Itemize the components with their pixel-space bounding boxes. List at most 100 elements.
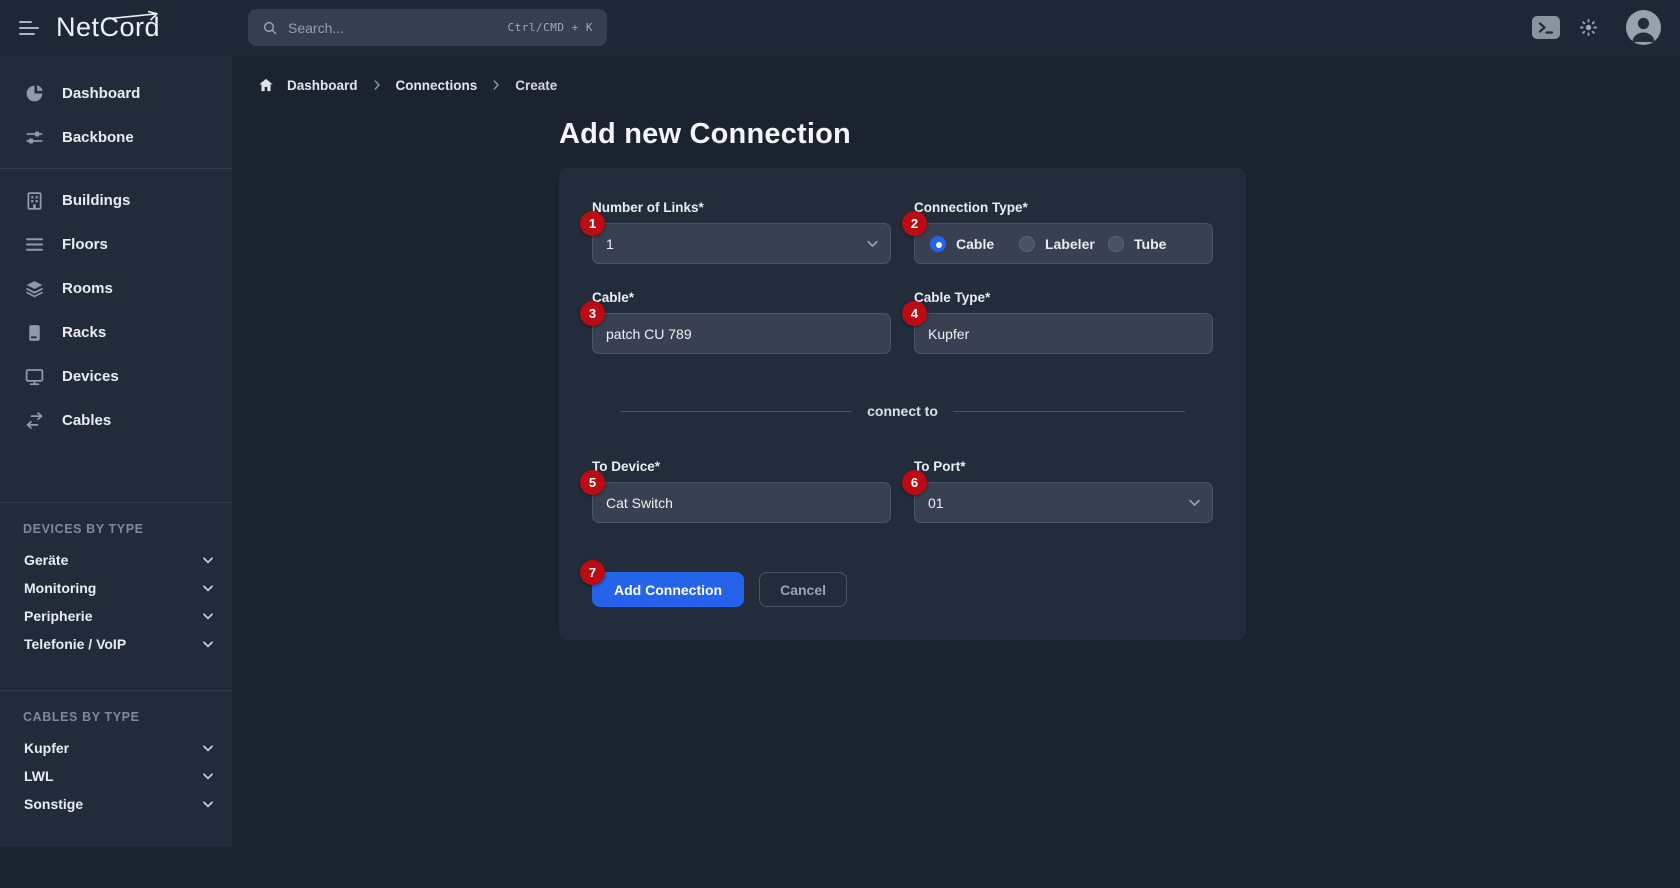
- sidebar-item-label: Geräte: [24, 552, 69, 568]
- sidebar-section-devices-by-type: DEVICES BY TYPE: [23, 522, 144, 536]
- search-icon: [263, 21, 277, 34]
- chevron-down-icon: [203, 557, 213, 564]
- rack-icon: [23, 321, 45, 343]
- sidebar-item-cables[interactable]: Cables: [0, 398, 232, 442]
- form-actions: 7 Add Connection Cancel: [580, 560, 1213, 607]
- number-of-links-select[interactable]: 1: [592, 223, 891, 264]
- step-badge-1: 1: [580, 211, 605, 236]
- sidebar-item-label: Rooms: [62, 279, 113, 297]
- sidebar-item-sonstige[interactable]: Sonstige: [0, 790, 232, 818]
- radio-label: Labeler: [1045, 235, 1095, 252]
- sidebar-item-peripherie[interactable]: Peripherie: [0, 602, 232, 630]
- radio-labeler[interactable]: Labeler: [1019, 235, 1108, 252]
- chevron-down-icon: [203, 585, 213, 592]
- to-device-input[interactable]: [592, 482, 891, 523]
- chevron-down-icon: [203, 641, 213, 648]
- sidebar-item-racks[interactable]: Racks: [0, 310, 232, 354]
- monitor-icon: [23, 365, 45, 387]
- sidebar-item-geraete[interactable]: Geräte: [0, 546, 232, 574]
- sidebar-item-dashboard[interactable]: Dashboard: [0, 71, 232, 115]
- field-to-port: To Port* 6 01: [902, 459, 1213, 523]
- sidebar-item-telefonie-voip[interactable]: Telefonie / VoIP: [0, 630, 232, 658]
- sidebar-item-monitoring[interactable]: Monitoring: [0, 574, 232, 602]
- sliders-icon: [23, 126, 45, 148]
- main-content: Dashboard Connections Create Add new Con…: [232, 55, 1680, 888]
- chevron-right-icon: [374, 80, 380, 90]
- sidebar-divider: [0, 168, 232, 169]
- floors-icon: [23, 233, 45, 255]
- radio-cable[interactable]: Cable: [930, 235, 1019, 252]
- add-connection-card: Number of Links* 1 1 Connection Type* 2: [559, 168, 1246, 640]
- radio-label: Cable: [956, 235, 995, 252]
- field-to-device: To Device* 5: [580, 459, 891, 523]
- sidebar-item-label: Sonstige: [24, 796, 84, 812]
- breadcrumb: Dashboard Connections Create: [232, 55, 1680, 93]
- add-connection-button[interactable]: Add Connection: [592, 572, 745, 607]
- sidebar-item-label: LWL: [24, 768, 54, 784]
- step-badge-6: 6: [902, 470, 927, 495]
- cables-icon: [23, 409, 45, 431]
- field-label: Cable*: [592, 290, 635, 305]
- step-badge-7: 7: [580, 560, 605, 585]
- terminal-icon[interactable]: [1532, 16, 1560, 39]
- select-value: 1: [606, 235, 614, 252]
- sidebar-item-backbone[interactable]: Backbone: [0, 115, 232, 159]
- field-label: Connection Type*: [914, 200, 1028, 215]
- chevron-down-icon: [203, 745, 213, 752]
- sidebar-item-devices[interactable]: Devices: [0, 354, 232, 398]
- sidebar-item-rooms[interactable]: Rooms: [0, 266, 232, 310]
- radio-tube[interactable]: Tube: [1108, 235, 1197, 252]
- sidebar-item-label: Monitoring: [24, 580, 97, 596]
- field-label: To Port*: [914, 459, 966, 474]
- sidebar-item-label: Buildings: [62, 191, 131, 209]
- home-icon[interactable]: [258, 77, 274, 93]
- radio-dot: [1108, 235, 1124, 252]
- sidebar-item-buildings[interactable]: Buildings: [0, 178, 232, 222]
- breadcrumb-item-connections[interactable]: Connections: [395, 77, 478, 93]
- user-avatar[interactable]: [1626, 10, 1661, 45]
- radio-dot: [1019, 235, 1035, 252]
- sidebar-item-floors[interactable]: Floors: [0, 222, 232, 266]
- field-cable-type: Cable Type* 4: [902, 290, 1213, 354]
- cable-input[interactable]: [592, 313, 891, 354]
- sidebar: Dashboard Backbone Buildings Floors Room…: [0, 55, 232, 847]
- sidebar-item-kupfer[interactable]: Kupfer: [0, 734, 232, 762]
- building-icon: [23, 189, 45, 211]
- page-title: Add new Connection: [559, 118, 851, 150]
- field-cable: Cable* 3: [580, 290, 891, 354]
- topbar: NetCord Ctrl/CMD + K: [0, 0, 1680, 55]
- sidebar-item-label: Peripherie: [24, 608, 93, 624]
- connect-to-divider: connect to: [620, 403, 1185, 419]
- cancel-button[interactable]: Cancel: [759, 572, 848, 607]
- sidebar-item-lwl[interactable]: LWL: [0, 762, 232, 790]
- connection-type-radio-group: Cable Labeler Tube: [914, 223, 1213, 264]
- cable-type-input[interactable]: [914, 313, 1213, 354]
- breadcrumb-item-dashboard[interactable]: Dashboard: [287, 77, 358, 93]
- chevron-down-icon: [203, 773, 213, 780]
- sidebar-item-label: Devices: [62, 367, 119, 385]
- to-port-select[interactable]: 01: [914, 482, 1213, 523]
- field-connection-type: Connection Type* 2 Cable Labeler: [902, 200, 1213, 264]
- chevron-right-icon: [493, 80, 500, 90]
- step-badge-5: 5: [580, 470, 605, 495]
- breadcrumb-item-create[interactable]: Create: [515, 77, 558, 93]
- radio-label: Tube: [1134, 235, 1167, 252]
- search-shortcut-hint: Ctrl/CMD + K: [507, 21, 593, 34]
- chevron-down-icon: [203, 613, 213, 620]
- select-value: 01: [928, 494, 944, 511]
- step-badge-3: 3: [580, 301, 605, 326]
- app-logo: NetCord: [56, 10, 160, 41]
- connect-to-label: connect to: [867, 403, 938, 419]
- sidebar-item-label: Telefonie / VoIP: [24, 636, 127, 652]
- sidebar-item-label: Dashboard: [62, 84, 141, 102]
- sidebar-section-cables-by-type: CABLES BY TYPE: [23, 710, 140, 724]
- sidebar-divider: [0, 690, 232, 691]
- brightness-icon[interactable]: [1579, 18, 1598, 37]
- logo-arrow-icon: [104, 10, 158, 21]
- topbar-actions: [1532, 0, 1661, 55]
- step-badge-2: 2: [902, 211, 927, 236]
- sidebar-divider: [0, 502, 232, 503]
- global-search[interactable]: Ctrl/CMD + K: [248, 9, 607, 46]
- search-input[interactable]: [288, 19, 498, 36]
- menu-icon[interactable]: [19, 20, 39, 35]
